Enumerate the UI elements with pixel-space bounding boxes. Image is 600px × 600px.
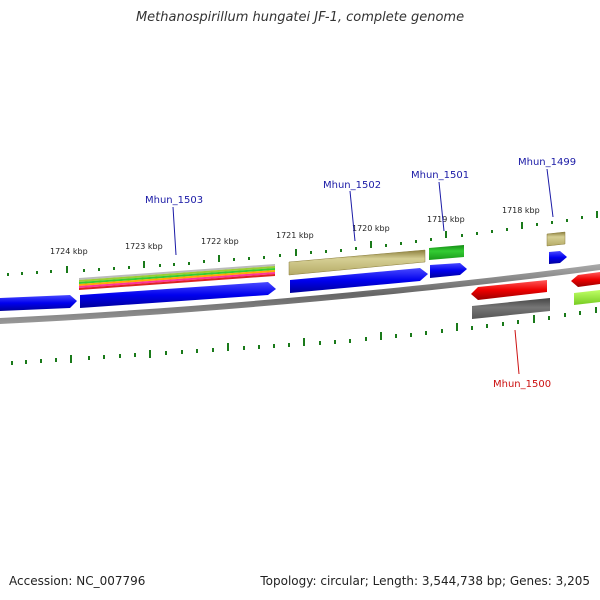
tick-label: 1723 kbp <box>125 242 163 251</box>
gene-label-mhun-1501: Mhun_1501 <box>411 170 469 181</box>
forward-cds-track[interactable] <box>0 251 567 311</box>
gene-label-mhun-1500: Mhun_1500 <box>493 379 551 390</box>
accession-text: Accession: NC_007796 <box>9 574 146 588</box>
genome-backbone <box>0 264 600 324</box>
tick-label: 1718 kbp <box>502 206 540 215</box>
khaki-feature-1502[interactable] <box>288 249 426 276</box>
feature-bands[interactable] <box>79 264 275 290</box>
gene-label-mhun-1503: Mhun_1503 <box>145 195 203 206</box>
leader-lines <box>172 168 554 375</box>
outer-tick-ring <box>7 211 598 276</box>
genome-stats-text: Topology: circular; Length: 3,544,738 bp… <box>260 574 590 588</box>
gene-labels: Mhun_1503 Mhun_1502 Mhun_1501 Mhun_1499 … <box>145 157 576 390</box>
reverse-cds-track[interactable] <box>471 272 600 300</box>
tick-label: 1720 kbp <box>352 224 390 233</box>
tick-labels: 1724 kbp 1723 kbp 1722 kbp 1721 kbp 1720… <box>50 206 540 256</box>
gene-label-mhun-1502: Mhun_1502 <box>323 180 381 191</box>
tick-label: 1719 kbp <box>427 215 465 224</box>
green-feature-1501[interactable] <box>429 245 464 260</box>
gray-feature-1500[interactable] <box>472 298 550 319</box>
map-title: Methanospirillum hungatei JF-1, complete… <box>135 10 465 25</box>
khaki-feature-1499[interactable] <box>546 231 566 247</box>
gene-label-mhun-1499: Mhun_1499 <box>518 157 576 168</box>
lime-feature[interactable] <box>574 290 600 305</box>
tick-label: 1724 kbp <box>50 247 88 256</box>
inner-tick-ring <box>11 307 597 365</box>
tick-label: 1721 kbp <box>276 231 314 240</box>
tick-label: 1722 kbp <box>201 237 239 246</box>
